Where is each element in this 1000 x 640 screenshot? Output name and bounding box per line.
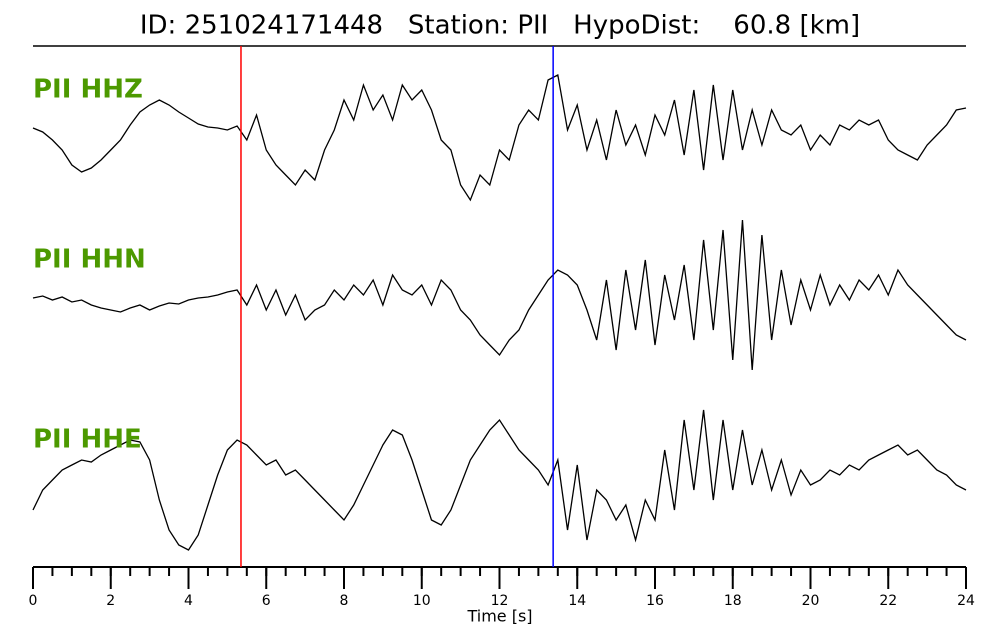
x-tick-label: 24 xyxy=(957,593,975,609)
x-tick-label: 20 xyxy=(802,593,820,609)
trace xyxy=(32,409,967,551)
trace-label: PII HHZ xyxy=(33,75,143,105)
chart-title: ID: 251024171448 Station: PII HypoDist: … xyxy=(140,11,860,41)
trace xyxy=(32,74,967,202)
x-tick-label: 8 xyxy=(340,593,349,609)
x-tick-label: 0 xyxy=(29,593,38,609)
x-tick-label: 16 xyxy=(646,593,664,609)
x-tick-label: 2 xyxy=(106,593,115,609)
x-axis-label: Time [s] xyxy=(466,607,532,626)
x-tick-label: 12 xyxy=(491,593,509,609)
x-tick-label: 18 xyxy=(724,593,742,609)
trace xyxy=(32,219,967,371)
x-tick-label: 22 xyxy=(879,593,897,609)
x-tick-label: 4 xyxy=(184,593,193,609)
x-tick-label: 10 xyxy=(413,593,431,609)
trace-label: PII HHN xyxy=(33,245,146,275)
x-tick-label: 14 xyxy=(568,593,586,609)
trace-label: PII HHE xyxy=(33,425,142,455)
x-tick-label: 6 xyxy=(262,593,271,609)
